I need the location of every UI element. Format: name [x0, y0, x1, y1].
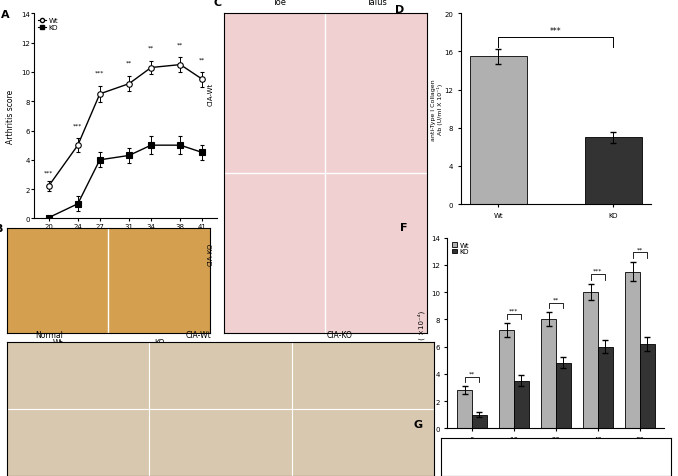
Text: ***: *** [73, 123, 83, 129]
Y-axis label: CPM ( ×10⁻⁴): CPM ( ×10⁻⁴) [418, 310, 425, 356]
Bar [584, 138, 642, 205]
Text: **: ** [199, 58, 205, 62]
Bar [499, 330, 514, 428]
Text: Toe: Toe [272, 0, 285, 7]
Text: ***: *** [593, 268, 603, 273]
Text: KO: KO [154, 339, 165, 348]
Text: A: A [1, 10, 9, 20]
Text: ***: *** [509, 308, 519, 313]
Bar [458, 390, 472, 428]
Bar [583, 292, 598, 428]
Text: Wt: Wt [52, 339, 63, 348]
Text: **: ** [553, 297, 559, 302]
Text: B: B [0, 223, 3, 233]
Bar [541, 319, 556, 428]
Bar [598, 347, 613, 428]
Text: **: ** [469, 370, 475, 376]
Text: ***: *** [44, 170, 54, 175]
Text: G: G [413, 419, 422, 429]
Text: **: ** [637, 247, 643, 252]
Y-axis label: anti-Type I Collagen
Ab (U/ml X 10⁻¹): anti-Type I Collagen Ab (U/ml X 10⁻¹) [431, 79, 443, 140]
Text: ***: *** [95, 71, 104, 76]
Bar [472, 415, 487, 428]
Y-axis label: Arthritis score: Arthritis score [6, 89, 15, 144]
Text: Talus: Talus [366, 0, 386, 7]
Text: C: C [214, 0, 222, 8]
Bar [470, 57, 527, 205]
Text: CIA-Wt: CIA-Wt [186, 330, 212, 339]
Text: F: F [400, 223, 407, 233]
Text: **: ** [177, 43, 184, 48]
X-axis label: Collagen II (μg/ml): Collagen II (μg/ml) [524, 447, 588, 454]
Text: ***: *** [550, 27, 562, 36]
Text: **: ** [148, 46, 154, 51]
Bar [625, 272, 640, 428]
Bar [556, 363, 571, 428]
Bar [514, 381, 529, 428]
Text: Normal: Normal [35, 330, 64, 339]
Text: **: ** [126, 60, 132, 66]
Text: D: D [395, 5, 404, 15]
X-axis label: Days after first immunization: Days after first immunization [69, 235, 182, 244]
Text: CIA-KO: CIA-KO [207, 242, 214, 265]
Bar [640, 344, 654, 428]
Text: CIA-KO: CIA-KO [327, 330, 353, 339]
Legend: Wt, KO: Wt, KO [451, 241, 470, 256]
Legend: Wt, KO: Wt, KO [37, 18, 59, 32]
Text: CIA-Wt: CIA-Wt [207, 82, 214, 106]
